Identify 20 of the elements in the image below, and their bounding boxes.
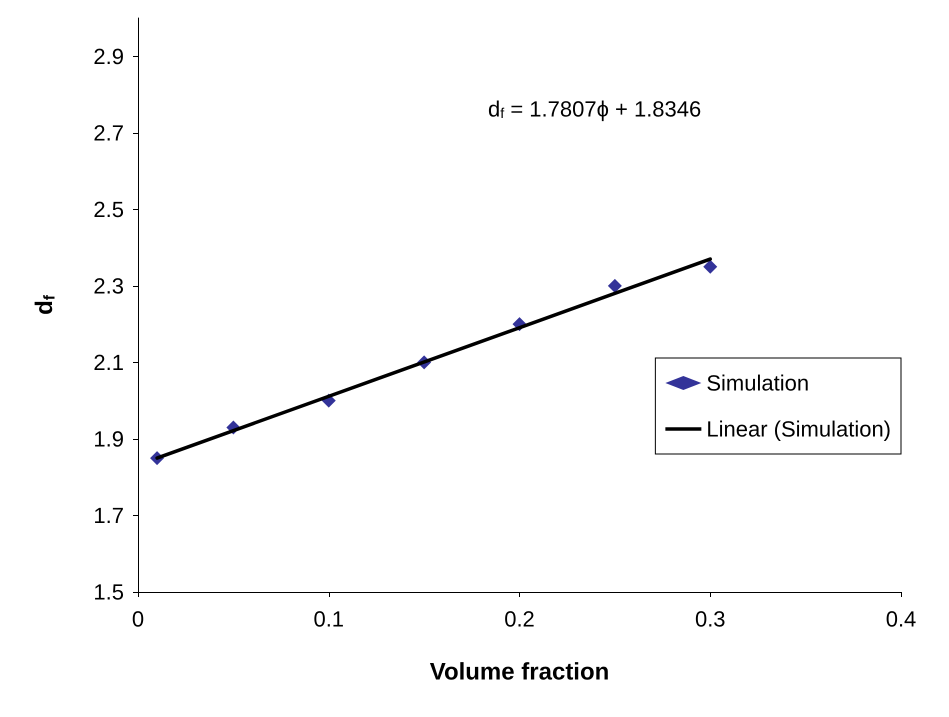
y-tick-label: 2.9: [93, 44, 124, 69]
y-tick-label: 1.5: [93, 580, 124, 604]
y-tick-label: 2.5: [93, 196, 124, 222]
x-axis-title: Volume fraction: [430, 658, 610, 686]
point: [608, 278, 622, 293]
legend-label: Simulation: [706, 370, 810, 396]
x-tick-label: 0.4: [886, 606, 916, 632]
annotation: df = 1.7807ϕ + 1.8346: [488, 96, 702, 122]
y-tick-label: 2.7: [93, 120, 124, 146]
y-tick-label: 2.3: [93, 273, 124, 298]
point: [703, 260, 718, 274]
y-tick-label: 2.1: [93, 350, 124, 375]
x-tick-label: 0: [132, 606, 144, 632]
y-axis-title: df: [31, 294, 58, 315]
x-tick-label: 0.1: [313, 606, 344, 632]
x-tick-label: 0.2: [504, 606, 535, 632]
x-tick-label: 0.3: [694, 606, 726, 632]
y-tick-label: 1.7: [93, 502, 124, 528]
y-tick-label: 1.9: [93, 426, 124, 452]
legend-label: Linear (Simulation): [706, 416, 892, 442]
